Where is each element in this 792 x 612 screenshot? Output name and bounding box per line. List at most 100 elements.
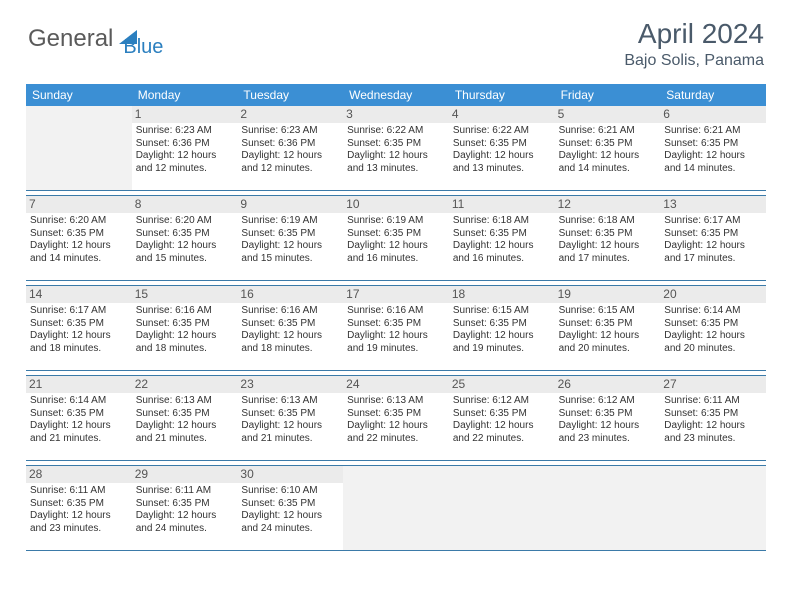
sunset-line: Sunset: 6:35 PM (559, 228, 657, 241)
sunrise-line: Sunrise: 6:13 AM (347, 395, 445, 408)
week-row: 14Sunrise: 6:17 AMSunset: 6:35 PMDayligh… (26, 285, 766, 371)
day-cell: 3Sunrise: 6:22 AMSunset: 6:35 PMDaylight… (343, 106, 449, 190)
day-number: 30 (237, 466, 343, 483)
day-number: 15 (132, 286, 238, 303)
day-number: 4 (449, 106, 555, 123)
sunset-line: Sunset: 6:35 PM (136, 318, 234, 331)
daylight-line: Daylight: 12 hours and 14 minutes. (664, 150, 762, 175)
day-cell (26, 106, 132, 190)
day-number: 16 (237, 286, 343, 303)
day-cell (660, 466, 766, 550)
sunset-line: Sunset: 6:35 PM (347, 138, 445, 151)
sunset-line: Sunset: 6:35 PM (559, 408, 657, 421)
weekday-header-cell: Monday (132, 84, 238, 106)
daylight-line: Daylight: 12 hours and 23 minutes. (664, 420, 762, 445)
sunrise-line: Sunrise: 6:16 AM (347, 305, 445, 318)
sunset-line: Sunset: 6:35 PM (664, 408, 762, 421)
day-cell: 5Sunrise: 6:21 AMSunset: 6:35 PMDaylight… (555, 106, 661, 190)
day-number: 22 (132, 376, 238, 393)
day-cell: 16 Sunrise: 6:16 AMSunset: 6:35 PMDayligh… (237, 286, 343, 370)
sunset-line: Sunset: 6:35 PM (241, 318, 339, 331)
header: General Blue April 2024 Bajo Solis, Pana… (0, 0, 792, 78)
day-cell: 10Sunrise: 6:19 AMSunset: 6:35 PMDayligh… (343, 196, 449, 280)
sunset-line: Sunset: 6:35 PM (241, 498, 339, 511)
sunset-line: Sunset: 6:35 PM (453, 138, 551, 151)
day-cell: 20Sunrise: 6:14 AMSunset: 6:35 PMDayligh… (660, 286, 766, 370)
sunrise-line: Sunrise: 6:18 AM (559, 215, 657, 228)
sunrise-line: Sunrise: 6:20 AM (136, 215, 234, 228)
sunset-line: Sunset: 6:35 PM (241, 408, 339, 421)
day-cell: 30Sunrise: 6:10 AMSunset: 6:35 PMDayligh… (237, 466, 343, 550)
sunrise-line: Sunrise: 6:12 AM (559, 395, 657, 408)
week-row: 21Sunrise: 6:14 AMSunset: 6:35 PMDayligh… (26, 375, 766, 461)
daylight-line: Daylight: 12 hours and 24 minutes. (136, 510, 234, 535)
weekday-header-cell: Wednesday (343, 84, 449, 106)
day-number: 5 (555, 106, 661, 123)
logo-text-blue: Blue (123, 36, 163, 59)
day-cell: 13Sunrise: 6:17 AMSunset: 6:35 PMDayligh… (660, 196, 766, 280)
weekday-header-cell: Friday (555, 84, 661, 106)
day-cell: 4 Sunrise: 6:22 AMSunset: 6:35 PMDaylight… (449, 106, 555, 190)
weekday-header-cell: Sunday (26, 84, 132, 106)
sunset-line: Sunset: 6:35 PM (30, 408, 128, 421)
daylight-line: Daylight: 12 hours and 19 minutes. (453, 330, 551, 355)
day-number: 23 (237, 376, 343, 393)
day-number: 20 (660, 286, 766, 303)
sunset-line: Sunset: 6:35 PM (559, 138, 657, 151)
sunset-line: Sunset: 6:35 PM (453, 228, 551, 241)
day-number: 27 (660, 376, 766, 393)
sunrise-line: Sunrise: 6:23 AM (241, 125, 339, 138)
daylight-line: Daylight: 12 hours and 22 minutes. (453, 420, 551, 445)
sunset-line: Sunset: 6:35 PM (136, 498, 234, 511)
sunrise-line: Sunrise: 6:10 AM (241, 485, 339, 498)
weekday-header-cell: Thursday (449, 84, 555, 106)
day-cell (343, 466, 449, 550)
week-row: 28Sunrise: 6:11 AMSunset: 6:35 PMDayligh… (26, 465, 766, 551)
daylight-line: Daylight: 12 hours and 17 minutes. (559, 240, 657, 265)
sunrise-line: Sunrise: 6:11 AM (136, 485, 234, 498)
daylight-line: Daylight: 12 hours and 18 minutes. (241, 330, 339, 355)
sunrise-line: Sunrise: 6:18 AM (453, 215, 551, 228)
sunset-line: Sunset: 6:35 PM (347, 408, 445, 421)
daylight-line: Daylight: 12 hours and 21 minutes. (241, 420, 339, 445)
daylight-line: Daylight: 12 hours and 22 minutes. (347, 420, 445, 445)
day-number: 29 (132, 466, 238, 483)
week-row: 1Sunrise: 6:23 AMSunset: 6:36 PMDaylight… (26, 106, 766, 191)
day-cell: 2Sunrise: 6:23 AMSunset: 6:36 PMDaylight… (237, 106, 343, 190)
sunrise-line: Sunrise: 6:17 AM (664, 215, 762, 228)
daylight-line: Daylight: 12 hours and 16 minutes. (453, 240, 551, 265)
sunrise-line: Sunrise: 6:22 AM (453, 125, 551, 138)
day-cell: 15Sunrise: 6:16 AMSunset: 6:35 PMDayligh… (132, 286, 238, 370)
daylight-line: Daylight: 12 hours and 13 minutes. (347, 150, 445, 175)
sunrise-line: Sunrise: 6:14 AM (664, 305, 762, 318)
daylight-line: Daylight: 12 hours and 16 minutes. (347, 240, 445, 265)
sunset-line: Sunset: 6:35 PM (30, 228, 128, 241)
day-cell: 23 Sunrise: 6:13 AMSunset: 6:35 PMDayligh… (237, 376, 343, 460)
day-number: 11 (449, 196, 555, 213)
daylight-line: Daylight: 12 hours and 18 minutes. (136, 330, 234, 355)
daylight-line: Daylight: 12 hours and 17 minutes. (664, 240, 762, 265)
sunrise-line: Sunrise: 6:13 AM (241, 395, 339, 408)
sunrise-line: Sunrise: 6:14 AM (30, 395, 128, 408)
day-cell: 28Sunrise: 6:11 AMSunset: 6:35 PMDayligh… (26, 466, 132, 550)
sunrise-line: Sunrise: 6:16 AM (241, 305, 339, 318)
day-number: 6 (660, 106, 766, 123)
sunrise-line: Sunrise: 6:11 AM (30, 485, 128, 498)
day-cell: 22Sunrise: 6:13 AMSunset: 6:35 PMDayligh… (132, 376, 238, 460)
sunset-line: Sunset: 6:35 PM (347, 318, 445, 331)
day-number: 13 (660, 196, 766, 213)
day-number: 24 (343, 376, 449, 393)
sunrise-line: Sunrise: 6:13 AM (136, 395, 234, 408)
logo-text-general: General (28, 25, 113, 53)
day-number: 7 (26, 196, 132, 213)
daylight-line: Daylight: 12 hours and 12 minutes. (241, 150, 339, 175)
day-cell (449, 466, 555, 550)
sunset-line: Sunset: 6:35 PM (136, 228, 234, 241)
daylight-line: Daylight: 12 hours and 13 minutes. (453, 150, 551, 175)
sunset-line: Sunset: 6:35 PM (559, 318, 657, 331)
day-cell: 6Sunrise: 6:21 AMSunset: 6:35 PMDaylight… (660, 106, 766, 190)
day-number: 26 (555, 376, 661, 393)
day-cell: 29 Sunrise: 6:11 AMSunset: 6:35 PMDayligh… (132, 466, 238, 550)
day-number: 8 (132, 196, 238, 213)
day-number: 10 (343, 196, 449, 213)
